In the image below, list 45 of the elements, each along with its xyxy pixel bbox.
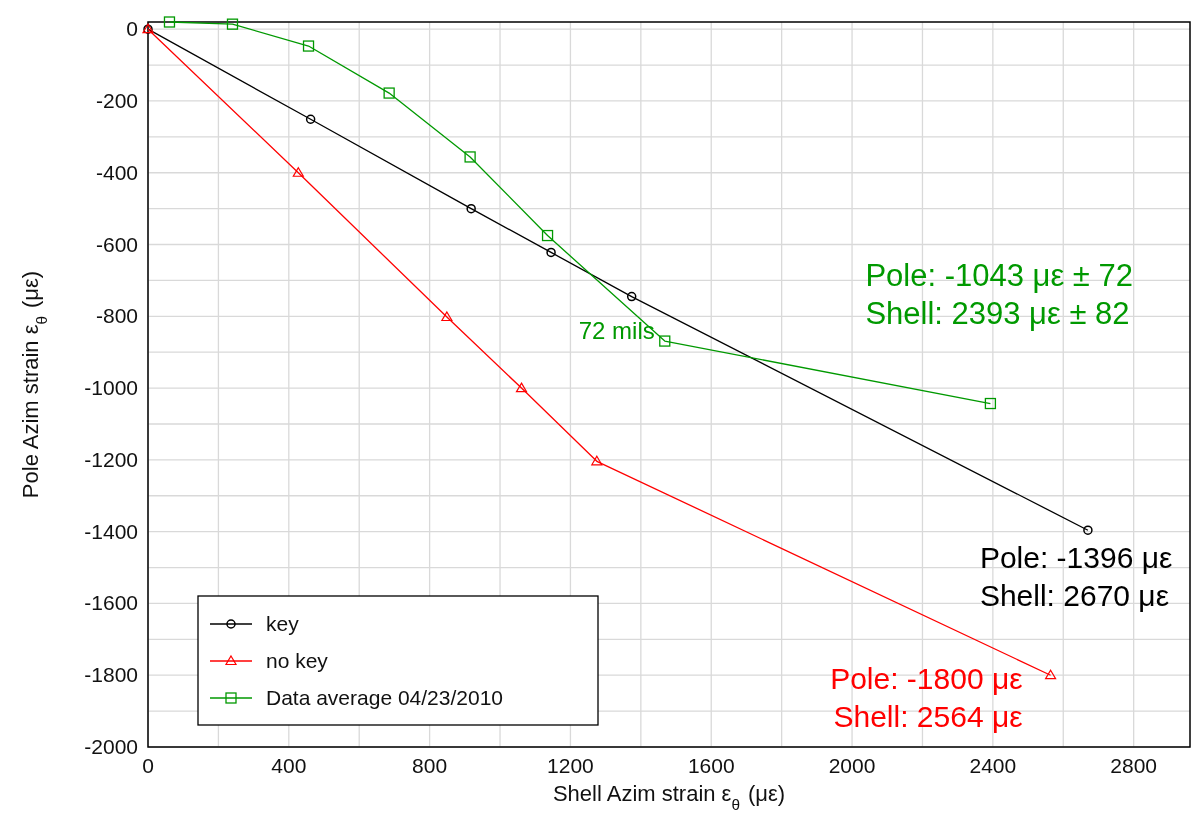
x-axis-title: Shell Azim strain ε$_{θ}$ (με) bbox=[552, 781, 786, 813]
legend-label: Data average 04/23/2010 bbox=[266, 686, 504, 709]
y-tick-label: -1600 bbox=[84, 591, 138, 615]
point bbox=[302, 40, 315, 52]
y-tick-label: -1200 bbox=[84, 447, 138, 471]
point bbox=[292, 167, 304, 177]
point bbox=[591, 455, 603, 466]
x-tick-label: 2800 bbox=[1110, 754, 1158, 777]
y-tick-label: -200 bbox=[95, 88, 138, 112]
y-tick-label: -600 bbox=[95, 232, 138, 256]
annotation: Pole: -1396 με Shell: 2670 με bbox=[979, 541, 1173, 612]
annotation: Pole: -1043 με ± 72 Shell: 2393 με ± 82 bbox=[865, 257, 1133, 332]
point bbox=[541, 229, 554, 242]
point bbox=[546, 247, 556, 258]
x-tick-label: 400 bbox=[271, 754, 307, 777]
legend-label: key bbox=[266, 612, 300, 635]
y-tick-label: -1400 bbox=[84, 519, 138, 543]
y-tick-label: -1800 bbox=[84, 663, 138, 687]
point bbox=[1083, 525, 1093, 535]
annotation: Pole: -1800 με Shell: 2564 με bbox=[830, 662, 1023, 733]
x-tick-label: 2400 bbox=[969, 754, 1017, 777]
y-tick-label: -2000 bbox=[84, 735, 138, 758]
point bbox=[984, 397, 997, 410]
y-tick-label: -800 bbox=[95, 304, 138, 328]
x-tick-label: 0 bbox=[142, 754, 154, 777]
point bbox=[226, 18, 239, 30]
point bbox=[305, 114, 316, 125]
point bbox=[466, 203, 476, 214]
legend-label: no key bbox=[266, 649, 329, 672]
x-tick-label: 800 bbox=[412, 754, 448, 777]
x-tick-label: 1200 bbox=[547, 754, 594, 777]
point bbox=[464, 151, 476, 163]
point bbox=[1045, 669, 1057, 680]
point bbox=[515, 382, 528, 393]
point bbox=[441, 311, 453, 322]
point bbox=[659, 335, 671, 347]
y-tick-label: 0 bbox=[126, 17, 138, 41]
y-tick-label: -1000 bbox=[84, 376, 138, 400]
point bbox=[163, 16, 176, 28]
y-tick-label: -400 bbox=[95, 160, 138, 184]
annotation: 72 mils bbox=[578, 317, 655, 345]
point bbox=[383, 87, 395, 99]
point bbox=[626, 291, 637, 302]
x-tick-label: 1600 bbox=[687, 754, 735, 777]
x-tick-label: 2000 bbox=[828, 754, 876, 777]
